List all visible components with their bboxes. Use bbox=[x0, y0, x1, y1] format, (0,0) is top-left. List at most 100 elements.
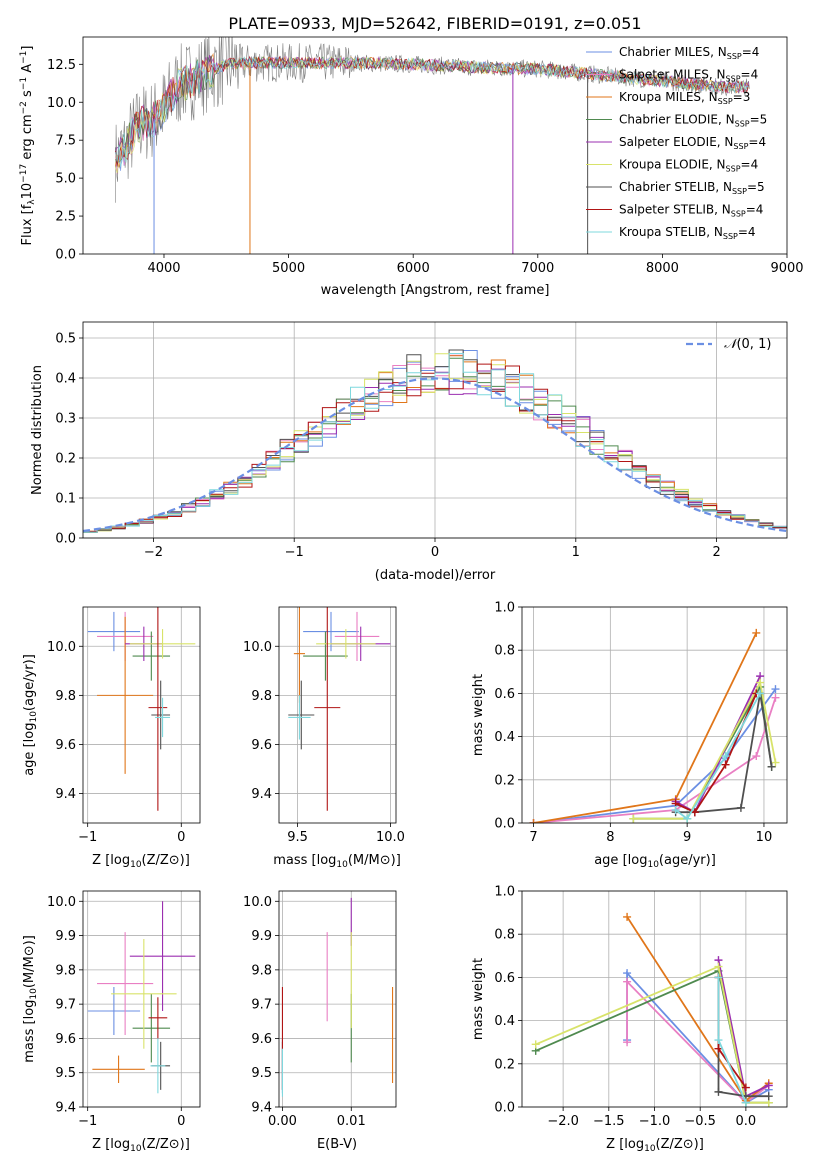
y-axis-label: mass [log10(M/M⊙)] bbox=[22, 935, 39, 1063]
y-tick-label: 10.0 bbox=[47, 895, 76, 910]
x-tick-label: 1 bbox=[572, 545, 580, 560]
x-axis-label: Z [log10(Z/Z⊙)] bbox=[92, 1137, 190, 1154]
y-tick-label: 10.0 bbox=[243, 895, 272, 910]
x-axis-label: wavelength [Angstrom, rest frame] bbox=[321, 283, 550, 298]
weight-point-marker bbox=[531, 1040, 540, 1049]
y-tick-label: 12.5 bbox=[47, 58, 76, 73]
x-tick-label: −1.5 bbox=[593, 1114, 625, 1129]
x-tick-label: 4000 bbox=[147, 261, 180, 276]
y-tick-label: 9.7 bbox=[251, 998, 272, 1013]
weight-point-marker bbox=[623, 1038, 632, 1047]
y-tick-label: 0.0 bbox=[494, 817, 515, 832]
y-tick-label: 0.0 bbox=[55, 248, 76, 263]
y-tick-label: 0.2 bbox=[55, 452, 76, 467]
weight-point-marker bbox=[623, 912, 632, 921]
y-tick-label: 9.8 bbox=[251, 963, 272, 978]
x-tick-label: 7000 bbox=[521, 261, 554, 276]
x-axis-label: mass [log10(M/M⊙)] bbox=[273, 853, 401, 870]
weight-point-marker bbox=[764, 1081, 773, 1090]
y-tick-label: 0.6 bbox=[494, 971, 515, 986]
axes-frame bbox=[82, 321, 788, 539]
panel-spectrum: 4000 5000 6000 7000 8000 9000 0.0 2.5 5.0 7.5 10.0… bbox=[19, 36, 804, 298]
x-tick-label: 9 bbox=[683, 830, 691, 845]
weight-point-marker bbox=[756, 678, 765, 687]
weight-point-marker bbox=[771, 685, 780, 694]
y-tick-label: 9.4 bbox=[251, 1101, 272, 1116]
figure-title: PLATE=0933, MJD=52642, FIBERID=0191, z=0… bbox=[228, 14, 641, 33]
x-tick-label: 10 bbox=[756, 830, 773, 845]
x-tick-label: 0.01 bbox=[337, 1114, 366, 1129]
x-tick-label: −1 bbox=[285, 545, 304, 560]
y-tick-label: 9.6 bbox=[55, 738, 76, 753]
y-tick-label: 1.0 bbox=[494, 601, 515, 616]
x-tick-label: 8000 bbox=[646, 261, 679, 276]
y-tick-label: 0.4 bbox=[494, 730, 515, 745]
weight-point-marker bbox=[771, 693, 780, 702]
y-tick-label: 9.8 bbox=[55, 689, 76, 704]
panel-age-vs-mass: 9.5 10.0 9.4 9.6 9.8 10.0 mass [log10(M/M⊙)] bbox=[243, 606, 405, 870]
spectrum-lines bbox=[115, 37, 750, 254]
weight-point-marker bbox=[736, 803, 745, 812]
y-tick-label: 7.5 bbox=[55, 134, 76, 149]
weight-lines bbox=[531, 912, 773, 1107]
panel-weight-vs-age: 7 8 9 10 0.0 0.2 0.4 0.6 0.8 1.0 mass weight age [l… bbox=[471, 601, 788, 870]
weight-point-marker bbox=[683, 814, 692, 823]
legend-label: Kroupa MILES, NSSP=3 bbox=[619, 90, 750, 106]
x-tick-label: 8 bbox=[606, 830, 614, 845]
legend-label: Chabrier ELODIE, NSSP=5 bbox=[619, 113, 767, 129]
y-axis-label: mass weight bbox=[471, 958, 486, 1040]
x-tick-label: 5000 bbox=[272, 261, 305, 276]
legend-label: Kroupa STELIB, NSSP=4 bbox=[619, 225, 756, 241]
weight-point-marker bbox=[721, 752, 730, 761]
y-tick-label: 9.6 bbox=[251, 1032, 272, 1047]
y-tick-label: 1.0 bbox=[494, 885, 515, 900]
y-tick-label: 0.4 bbox=[494, 1014, 515, 1029]
normal-curve bbox=[83, 377, 787, 533]
y-tick-label: 9.4 bbox=[55, 787, 76, 802]
weight-point-marker bbox=[671, 806, 680, 815]
axes-frame bbox=[82, 606, 201, 824]
legend-label: Salpeter ELODIE, NSSP=4 bbox=[619, 135, 766, 151]
errorbars bbox=[288, 607, 391, 811]
y-tick-label: 9.5 bbox=[55, 1066, 76, 1081]
x-axis-label: age [log10(age/yr)] bbox=[594, 853, 716, 870]
y-tick-label: 9.8 bbox=[251, 689, 272, 704]
y-tick-label: 0.8 bbox=[494, 644, 515, 659]
x-tick-label: −2 bbox=[144, 545, 163, 560]
y-tick-label: 9.6 bbox=[55, 1032, 76, 1047]
weight-point-marker bbox=[721, 760, 730, 769]
weight-point-marker bbox=[771, 758, 780, 767]
weight-point-marker bbox=[714, 973, 723, 982]
y-tick-label: 0.6 bbox=[494, 687, 515, 702]
weight-point-marker bbox=[629, 814, 638, 823]
weight-point-marker bbox=[756, 689, 765, 698]
weight-series-line bbox=[535, 965, 769, 1104]
y-tick-label: 9.4 bbox=[251, 787, 272, 802]
y-tick-label: 10.0 bbox=[47, 640, 76, 655]
y-tick-label: 10.0 bbox=[243, 640, 272, 655]
y-tick-label: 0.2 bbox=[494, 1057, 515, 1072]
y-tick-label: 5.0 bbox=[55, 172, 76, 187]
y-tick-label: 9.9 bbox=[251, 929, 272, 944]
x-axis-label: E(B-V) bbox=[317, 1137, 357, 1152]
y-tick-label: 0.0 bbox=[55, 532, 76, 547]
weight-point-marker bbox=[623, 969, 632, 978]
legend-label: Kroupa ELODIE, NSSP=4 bbox=[619, 158, 758, 174]
spectrum-legend: Chabrier MILES, NSSP=4 Salpeter MILES, NS… bbox=[586, 45, 767, 241]
x-tick-label: 9.5 bbox=[287, 830, 308, 845]
y-axis-label: age [log10(age/yr)] bbox=[22, 654, 39, 776]
legend-label: Salpeter STELIB, NSSP=4 bbox=[619, 203, 763, 219]
y-tick-label: 9.4 bbox=[55, 1101, 76, 1116]
weight-lines bbox=[529, 628, 780, 823]
y-tick-label: 0.5 bbox=[55, 332, 76, 347]
weight-point-marker bbox=[752, 628, 761, 637]
x-tick-label: 0.0 bbox=[736, 1114, 757, 1129]
x-tick-label: −0.5 bbox=[684, 1114, 716, 1129]
weight-point-marker bbox=[741, 1098, 750, 1107]
weight-series-line bbox=[626, 979, 770, 1104]
errorbars bbox=[87, 901, 196, 1094]
y-tick-label: 0.4 bbox=[55, 372, 76, 387]
axes-frame bbox=[278, 890, 397, 1108]
panel-mass-vs-Z: −1 0 9.4 9.5 9.6 9.7 9.8 9.9 10.0 Z [log10(Z/Z⊙)]… bbox=[22, 890, 201, 1154]
axes-frame bbox=[521, 606, 788, 824]
